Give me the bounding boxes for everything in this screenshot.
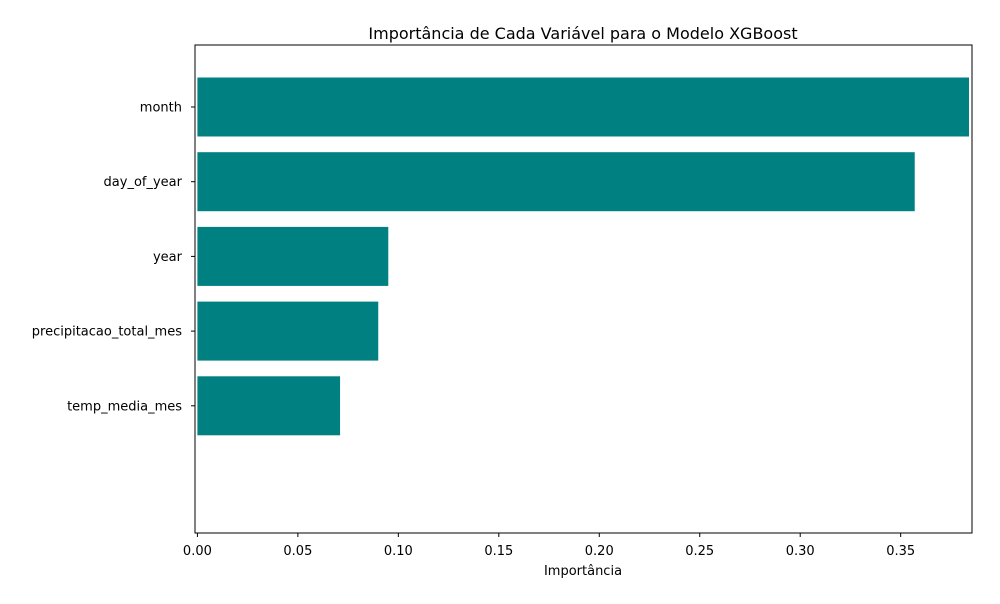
x-tick-label: 0.05 [283, 544, 312, 559]
y-tick-label: precipitacao_total_mes [32, 325, 182, 340]
chart-title: Importância de Cada Variável para o Mode… [368, 24, 797, 43]
bar-month [197, 77, 969, 137]
x-axis-label: Importância [544, 564, 622, 579]
x-tick-label: 0.15 [484, 544, 513, 559]
x-tick-label: 0.25 [685, 544, 714, 559]
y-tick-label: day_of_year [104, 175, 183, 190]
y-tick-label: year [153, 250, 183, 265]
bar-day-of-year [197, 152, 915, 212]
bar-temp-media-mes [197, 376, 341, 436]
bar-year [197, 226, 389, 286]
x-tick-label: 0.30 [786, 544, 815, 559]
bar-precipitacao-total-mes [197, 301, 379, 361]
plot-frame [194, 44, 973, 534]
bars-layer [197, 77, 969, 436]
y-tick-label: temp_media_mes [67, 399, 182, 414]
x-tick-label: 0.20 [585, 544, 614, 559]
x-tick-label: 0.35 [886, 544, 915, 559]
x-axis-ticks: 0.00 0.05 0.10 0.15 0.20 0.25 0.30 0.35 [183, 533, 915, 559]
x-tick-label: 0.00 [183, 544, 212, 559]
x-tick-label: 0.10 [384, 544, 413, 559]
y-tick-label: month [140, 101, 182, 116]
